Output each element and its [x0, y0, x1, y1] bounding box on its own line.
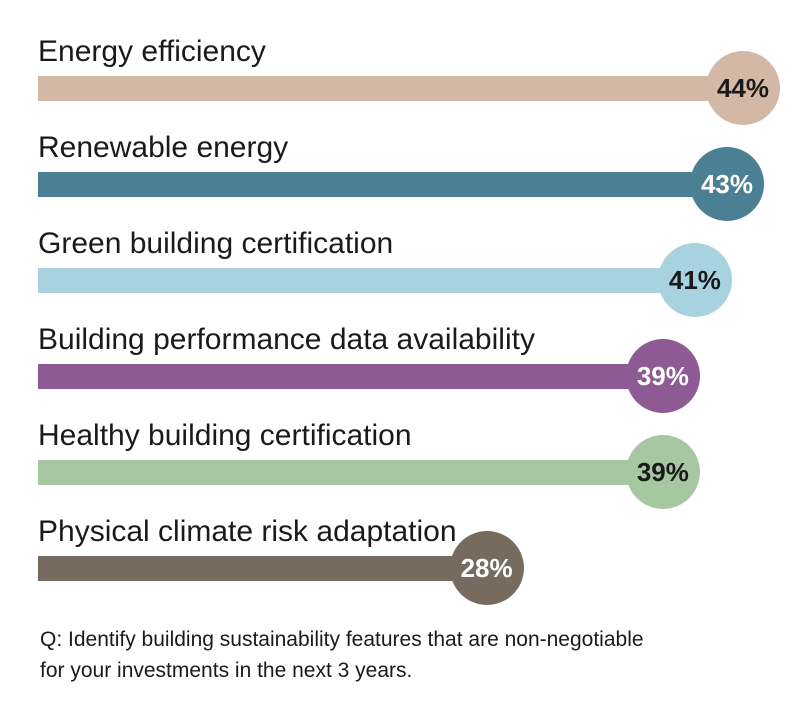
bar	[38, 363, 663, 389]
data-label: 39%	[636, 361, 689, 391]
chart: Energy efficiency 44% Renewable energy 43% G…	[38, 35, 780, 605]
category-label: Energy efficiency	[38, 35, 266, 68]
value-bubble	[706, 51, 780, 125]
bar	[38, 171, 727, 197]
value-bubble	[625, 435, 700, 509]
data-label: 43%	[700, 169, 753, 199]
survey-question-line-1: Q: Identify building sustainability feat…	[40, 628, 644, 651]
category-label: Building performance data availability	[38, 323, 535, 356]
data-label: 44%	[716, 73, 770, 103]
survey-question-note: Q: Identify building sustainability feat…	[40, 624, 780, 686]
bar	[38, 459, 663, 485]
category-label: Physical climate risk adaptation	[38, 515, 457, 548]
data-label: 28%	[460, 553, 513, 583]
value-bubble	[657, 243, 732, 317]
value-bubble	[449, 531, 524, 605]
bar	[38, 267, 695, 293]
data-label: 41%	[668, 265, 721, 295]
value-bubble	[689, 147, 764, 221]
category-label: Green building certification	[38, 227, 394, 260]
category-label: Renewable energy	[38, 131, 289, 164]
value-bubble	[625, 339, 700, 413]
bar	[38, 555, 487, 581]
category-label: Healthy building certification	[38, 419, 412, 452]
bar	[38, 75, 743, 101]
data-label: 39%	[636, 457, 689, 487]
survey-question-line-2: for your investments in the next 3 years…	[40, 659, 413, 682]
